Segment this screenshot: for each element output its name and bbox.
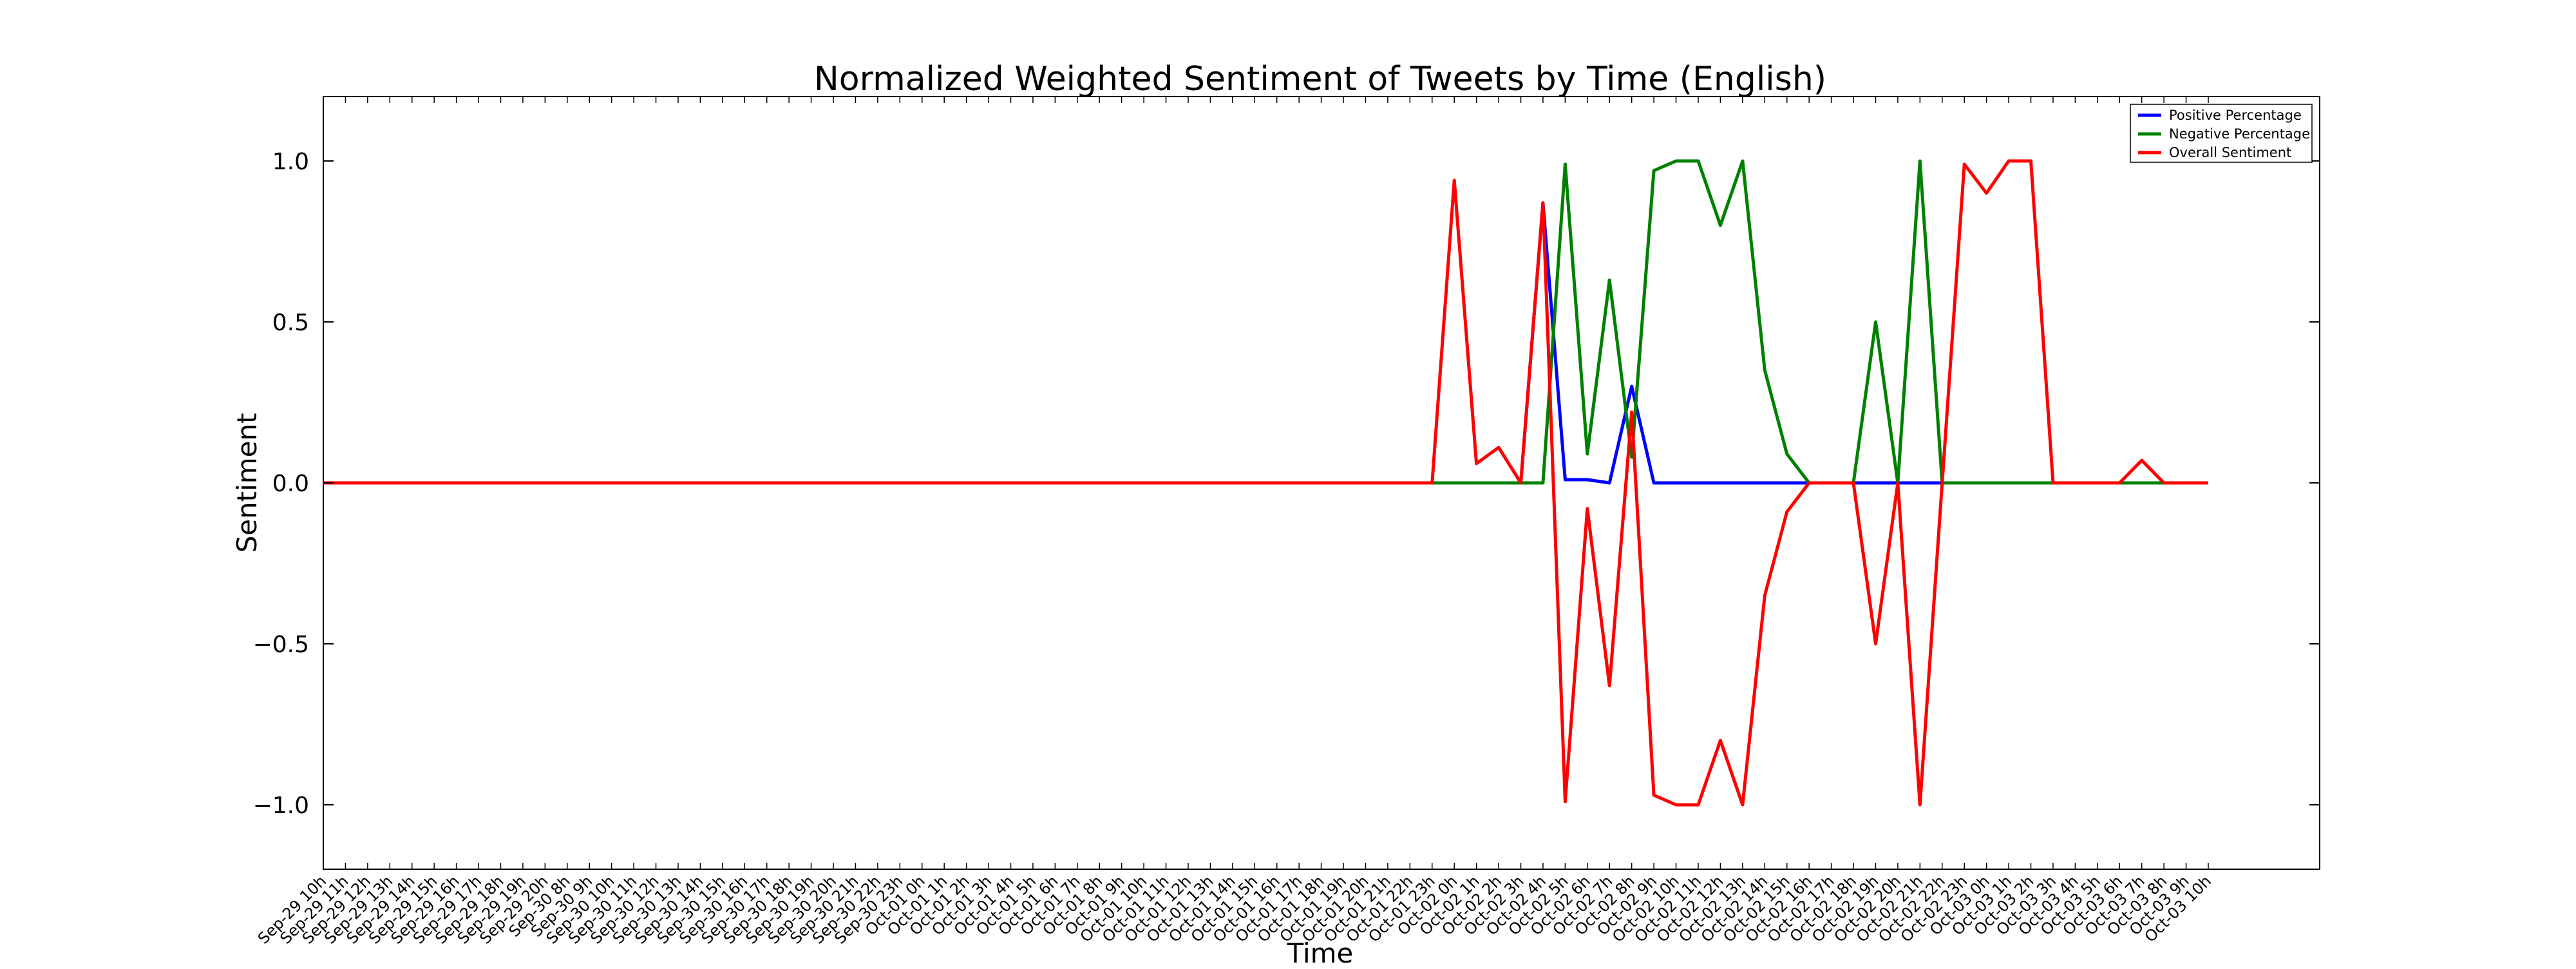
series-line-2 bbox=[323, 159, 2208, 485]
x-axis-label: Time bbox=[1287, 937, 1354, 966]
y-axis-ticks: −1.0 −0.5 0.0 0.5 1.0 bbox=[253, 149, 2320, 819]
legend-label-3: Overall Sentiment bbox=[2169, 145, 2291, 160]
y-tick-label: −0.5 bbox=[253, 632, 309, 658]
y-tick-label: 0.0 bbox=[272, 471, 309, 497]
legend-label-1: Positive Percentage bbox=[2169, 108, 2302, 123]
legend: Positive Percentage Negative Percentage Ov… bbox=[2130, 104, 2313, 163]
chart-title: Normalized Weighted Sentiment of Tweets … bbox=[814, 60, 1826, 99]
y-axis-label: Sentiment bbox=[231, 413, 263, 552]
plot-area bbox=[323, 96, 2320, 870]
legend-label-2: Negative Percentage bbox=[2169, 126, 2310, 142]
y-tick-label: −1.0 bbox=[253, 793, 309, 819]
series-line-3 bbox=[323, 159, 2208, 807]
y-tick-label: 0.5 bbox=[272, 310, 309, 336]
y-tick-label: 1.0 bbox=[272, 149, 309, 175]
